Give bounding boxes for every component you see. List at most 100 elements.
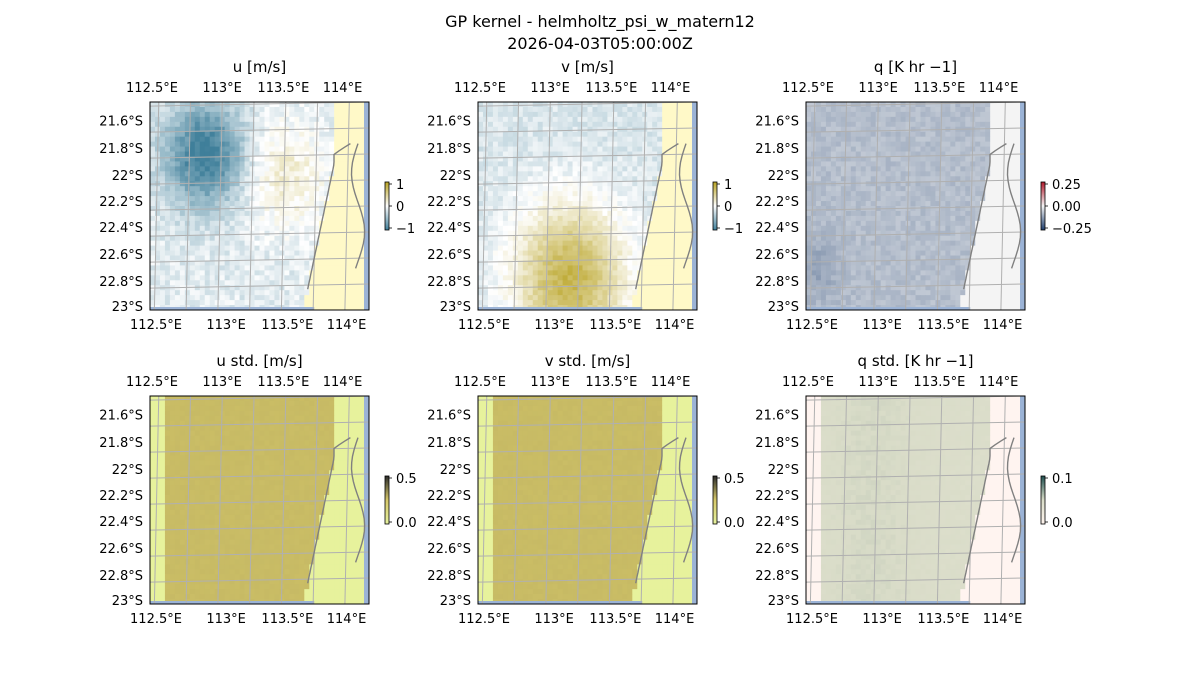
heatmap-cell <box>512 156 519 162</box>
heatmap-cell <box>329 116 335 123</box>
heatmap-cell <box>309 300 315 306</box>
heatmap-cell <box>224 136 231 143</box>
heatmap-cell <box>930 181 936 187</box>
heatmap-cell <box>269 300 275 306</box>
heatmap-cell <box>970 161 976 167</box>
heatmap-cell <box>542 265 549 271</box>
heatmap-cell <box>995 161 1001 167</box>
heatmap-cell <box>239 161 245 167</box>
heatmap-cell <box>980 181 986 187</box>
heatmap-cell <box>870 136 877 143</box>
heatmap-cell <box>269 245 275 251</box>
heatmap-cell <box>359 295 365 301</box>
heatmap-cell <box>269 210 275 217</box>
heatmap-cell <box>925 161 931 167</box>
heatmap-cell <box>229 161 236 167</box>
heatmap-cell <box>677 240 683 247</box>
heatmap-cell <box>557 230 564 237</box>
heatmap-cell <box>652 250 658 256</box>
heatmap-cell <box>269 186 275 192</box>
heatmap-cell <box>522 176 529 182</box>
heatmap-cell <box>662 102 668 108</box>
heatmap-cell <box>567 106 573 113</box>
heatmap-cell <box>840 146 847 152</box>
heatmap-cell <box>552 235 559 242</box>
heatmap-cell <box>557 156 564 162</box>
heatmap-cell <box>672 106 678 113</box>
heatmap-cell <box>582 102 588 108</box>
heatmap-cell <box>885 141 892 147</box>
heatmap-cell <box>309 151 315 157</box>
heatmap-cell <box>159 250 166 256</box>
heatmap-cell <box>199 240 206 247</box>
heatmap-cell <box>284 250 290 256</box>
heatmap-cell <box>885 171 892 177</box>
heatmap-cell <box>512 136 519 143</box>
heatmap-cell <box>990 106 996 113</box>
heatmap-cell <box>980 102 986 108</box>
heatmap-cell <box>299 210 305 217</box>
heatmap-cell <box>890 166 896 172</box>
lat-tick-label: 22.4°S <box>99 221 143 236</box>
heatmap-cell <box>284 235 290 242</box>
heatmap-cell <box>577 280 583 286</box>
heatmap-cell <box>542 136 549 143</box>
heatmap-cell <box>895 156 901 162</box>
heatmap-cell <box>487 156 494 162</box>
heatmap-cell <box>249 275 255 281</box>
heatmap-cell <box>537 131 544 138</box>
heatmap-cell <box>522 235 529 242</box>
heatmap-cell <box>622 280 628 286</box>
heatmap-cell <box>975 126 981 133</box>
heatmap-cell <box>279 176 285 182</box>
heatmap-cell <box>359 305 365 310</box>
heatmap-cell <box>478 255 484 261</box>
heatmap-cell <box>150 235 156 242</box>
heatmap-cell <box>517 206 524 212</box>
heatmap-cell <box>612 250 618 256</box>
heatmap-cell <box>478 260 484 266</box>
heatmap-cell <box>324 151 330 157</box>
heatmap-cell <box>259 176 265 182</box>
heatmap-cell <box>319 240 325 247</box>
heatmap-cell <box>482 201 489 207</box>
heatmap-cell <box>254 255 260 261</box>
heatmap-cell <box>214 106 221 113</box>
heatmap-cell <box>249 131 255 138</box>
heatmap-cell <box>159 265 166 271</box>
heatmap-cell <box>875 136 882 143</box>
heatmap-cell <box>274 250 280 256</box>
heatmap-cell <box>289 136 295 143</box>
heatmap-cell <box>314 255 320 261</box>
heatmap-cell <box>169 206 176 212</box>
heatmap-cell <box>840 141 847 147</box>
heatmap-cell <box>806 136 812 143</box>
heatmap-cell <box>542 230 549 237</box>
heatmap-cell <box>537 225 544 232</box>
heatmap-cell <box>677 265 683 271</box>
heatmap-cell <box>1005 156 1011 162</box>
heatmap-cell <box>189 201 196 207</box>
heatmap-cell <box>284 106 290 113</box>
heatmap-cell <box>970 220 976 227</box>
heatmap-cell <box>329 201 335 207</box>
heatmap-cell <box>487 245 494 251</box>
heatmap-cell <box>980 161 986 167</box>
heatmap-cell <box>960 225 966 232</box>
heatmap-cell <box>910 181 916 187</box>
heatmap-cell <box>855 141 862 147</box>
heatmap-cell <box>940 111 946 118</box>
heatmap-cell <box>174 300 181 306</box>
heatmap-cell <box>199 126 206 133</box>
gridline-lat <box>478 153 697 159</box>
heatmap-cell <box>572 250 578 256</box>
heatmap-cell <box>159 245 166 251</box>
heatmap-cell <box>184 126 191 133</box>
heatmap-cell <box>209 235 216 242</box>
heatmap-cell <box>567 270 573 276</box>
heatmap-cell <box>930 141 936 147</box>
heatmap-cell <box>209 230 216 237</box>
heatmap-cell <box>905 116 911 123</box>
heatmap-cell <box>309 102 315 108</box>
heatmap-cell <box>617 255 623 261</box>
